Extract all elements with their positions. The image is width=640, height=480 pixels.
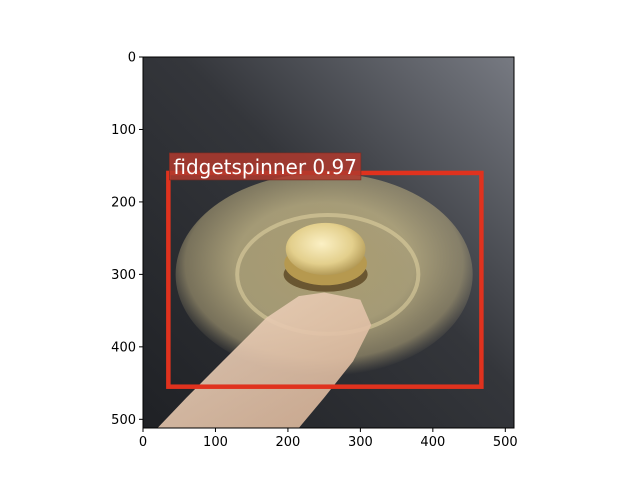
y-tick-label: 0 <box>128 51 136 66</box>
x-tick-label: 400 <box>420 435 445 450</box>
detection-label: fidgetspinner 0.97 <box>173 155 357 179</box>
finger <box>157 292 372 428</box>
x-tick-label: 300 <box>348 435 373 450</box>
y-axis: 0 100 200 300 400 500 <box>111 51 143 428</box>
x-tick-label: 0 <box>139 435 147 450</box>
y-tick-label: 400 <box>111 340 136 355</box>
detection-label-background <box>169 152 362 181</box>
y-tick-label: 100 <box>111 123 136 138</box>
x-tick-label: 500 <box>493 435 518 450</box>
axes-frame <box>142 56 515 429</box>
spinner-cap-top <box>285 222 366 276</box>
y-tick-label: 500 <box>111 413 136 428</box>
photo-fidget-spinner <box>143 57 514 428</box>
x-tick-label: 200 <box>276 435 301 450</box>
y-tick-label: 200 <box>111 195 136 210</box>
x-tick-label: 100 <box>203 435 228 450</box>
x-axis: 0 100 200 300 400 500 <box>139 428 518 450</box>
y-tick-label: 300 <box>111 268 136 283</box>
detections: fidgetspinner 0.97 <box>166 152 484 389</box>
plot-axes: 0 100 200 300 400 500 0 100 200 300 400 500 fidget… <box>111 51 518 451</box>
